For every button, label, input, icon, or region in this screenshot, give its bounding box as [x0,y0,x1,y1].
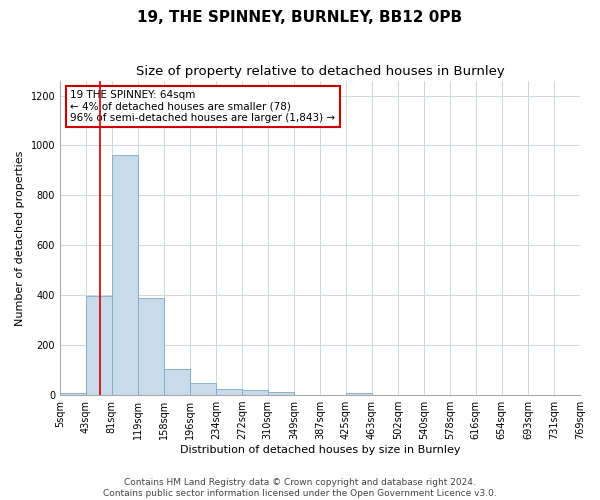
Y-axis label: Number of detached properties: Number of detached properties [15,150,25,326]
Bar [268,392,294,395]
Bar [164,369,190,395]
Bar [190,382,216,395]
Bar [216,389,242,395]
Bar [242,390,268,395]
Text: 19 THE SPINNEY: 64sqm
← 4% of detached houses are smaller (78)
96% of semi-detac: 19 THE SPINNEY: 64sqm ← 4% of detached h… [70,90,335,123]
Text: Contains HM Land Registry data © Crown copyright and database right 2024.
Contai: Contains HM Land Registry data © Crown c… [103,478,497,498]
Bar [60,392,86,395]
Title: Size of property relative to detached houses in Burnley: Size of property relative to detached ho… [136,65,505,78]
Text: 19, THE SPINNEY, BURNLEY, BB12 0PB: 19, THE SPINNEY, BURNLEY, BB12 0PB [137,10,463,25]
X-axis label: Distribution of detached houses by size in Burnley: Distribution of detached houses by size … [180,445,460,455]
Bar [346,392,372,395]
Bar [112,156,137,395]
Bar [86,296,112,395]
Bar [137,298,164,395]
